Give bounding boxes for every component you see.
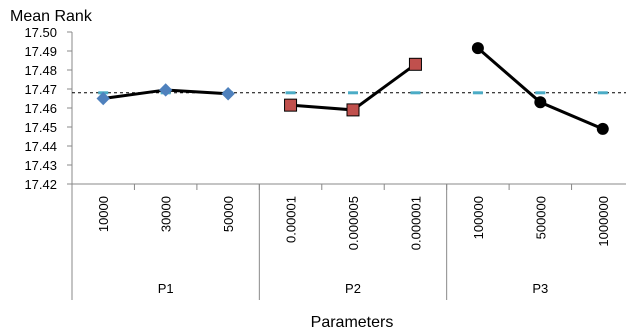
y-axis: 17.42 17.43 17.44 17.45 17.46 17.47 17.48 17.49…: [24, 25, 73, 192]
x-axis: 10000 30000 50000 P1 0.00001 0.000005 0.000001…: [71, 183, 626, 300]
data-point-circle: [596, 122, 609, 135]
data-point-diamond: [221, 87, 235, 101]
category-label: 30000: [159, 196, 174, 232]
group-label: P2: [345, 281, 361, 296]
category-label: 0.000001: [408, 196, 423, 250]
series-line-p3: [476, 47, 604, 131]
y-tick-label: 17.50: [24, 25, 57, 40]
y-tick-label: 17.45: [24, 120, 57, 135]
y-tick-label: 17.43: [24, 158, 57, 173]
category-label: 0.00001: [284, 196, 299, 243]
data-point-square: [408, 57, 422, 71]
y-tick-label: 17.47: [24, 82, 57, 97]
y-tick-label: 17.44: [24, 139, 57, 154]
data-point-diamond: [96, 91, 110, 106]
category-label: 500000: [533, 196, 548, 239]
chart-title: Mean Rank: [10, 8, 93, 25]
series-line-p2: [290, 63, 417, 112]
category-label: 50000: [221, 196, 236, 232]
data-point-circle: [471, 42, 484, 55]
data-point-circle: [534, 96, 547, 109]
y-tick-label: 17.49: [24, 44, 57, 59]
category-label: 1000000: [596, 196, 611, 247]
plot-area: [72, 42, 626, 135]
data-point-diamond: [158, 83, 173, 97]
data-point-square: [284, 98, 298, 112]
category-label: 0.000005: [346, 196, 361, 250]
group-label: P1: [158, 281, 174, 296]
category-label: 10000: [96, 196, 111, 232]
group-label: P3: [532, 281, 548, 296]
category-label: 100000: [471, 196, 486, 239]
data-point-square: [346, 103, 360, 117]
x-axis-title: Parameters: [311, 314, 394, 331]
y-tick-label: 17.42: [24, 177, 57, 192]
y-tick-label: 17.46: [24, 101, 57, 116]
y-tick-label: 17.48: [24, 63, 57, 78]
